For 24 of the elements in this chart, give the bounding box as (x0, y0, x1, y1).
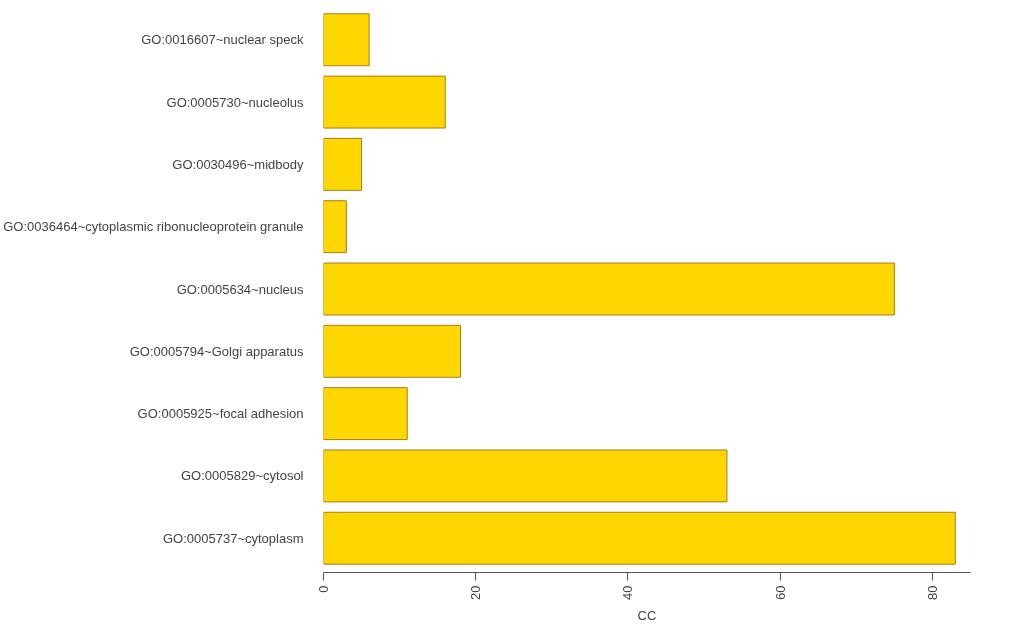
bar (323, 75, 446, 129)
x-tick-label: 20 (468, 585, 484, 600)
y-tick-label: GO:0005925~focal adhesion (137, 406, 304, 422)
x-tick-label: 80 (924, 585, 940, 600)
x-tick-label: 0 (316, 585, 331, 593)
y-tick-label: GO:0030496~midbody (172, 156, 304, 172)
bar (323, 137, 363, 191)
bar (323, 324, 462, 378)
y-tick-label: GO:0005737~cytoplasm (162, 530, 304, 546)
x-tick-label: 40 (620, 585, 636, 600)
bar (323, 511, 956, 565)
bar (323, 387, 408, 441)
bar (323, 13, 370, 67)
y-tick-label: GO:0005730~nucleolus (166, 94, 304, 110)
y-tick-label: GO:0016607~nuclear speck (141, 32, 304, 48)
bar (323, 449, 728, 503)
y-tick-label: GO:0036464~cytoplasmic ribonucleoprotein granule (3, 219, 304, 235)
bar (323, 262, 895, 316)
x-axis-title: CC (637, 607, 657, 623)
bar (323, 200, 347, 254)
y-tick-label: GO:0005634~nucleus (176, 281, 304, 297)
y-tick-label: GO:0005829~cytosol (181, 468, 304, 484)
x-tick-label: 60 (772, 585, 788, 600)
y-tick-label: GO:0005794~Golgi apparatus (129, 343, 304, 359)
